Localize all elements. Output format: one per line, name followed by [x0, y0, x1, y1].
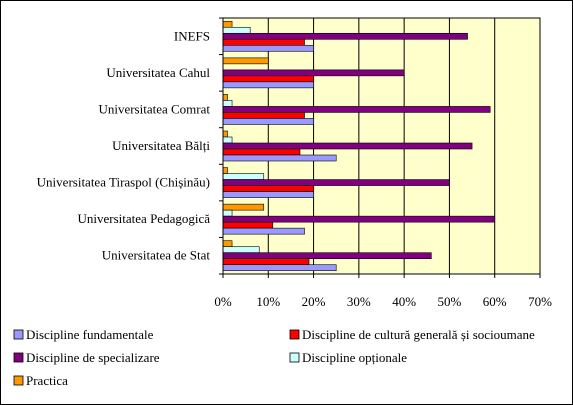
bar-2-7: [222, 258, 310, 266]
bar-5-1: [222, 20, 233, 28]
bar-3-4: [222, 142, 473, 150]
x-tick-label: 10%: [256, 294, 280, 309]
bar-3-3: [222, 106, 491, 113]
bar-5-7: [222, 240, 233, 248]
bar-1-3: [222, 118, 314, 125]
bar-5-6: [222, 203, 265, 211]
category-label: Universitatea Bălți: [112, 138, 210, 153]
x-tick-label: 20%: [302, 294, 326, 309]
category-label: Universitatea Tiraspol (Chișinău): [37, 175, 210, 190]
legend-swatch-5: [13, 375, 24, 386]
bar-5-2: [222, 57, 269, 65]
legend-label-5: Practica: [26, 373, 68, 388]
bar-2-1: [222, 38, 305, 46]
bar-5-5: [222, 167, 228, 174]
legend-label-2: Discipline de cultură generală și sociou…: [302, 327, 535, 342]
bar-3-5: [222, 179, 450, 186]
bar-4-3: [222, 100, 233, 107]
legend-label-4: Discipline opționale: [302, 350, 407, 365]
axis-labels: 0% 10% 20% 30% 40% 50% 60% 70% INEFS Universitate…: [37, 28, 552, 309]
x-tick-label: 30%: [347, 294, 371, 309]
bar-3-7: [222, 252, 432, 260]
category-label: Universitatea de Stat: [102, 248, 211, 263]
category-label: Universitatea Cahul: [106, 65, 210, 80]
bar-2-5: [222, 185, 314, 192]
legend-label-3: Discipline de specializare: [26, 350, 160, 365]
bar-2-6: [222, 221, 274, 229]
category-label: Universitatea Comrat: [98, 101, 210, 116]
x-tick-label: 60%: [483, 294, 507, 309]
bar-3-1: [222, 32, 468, 40]
legend: Discipline fundamentale Discipline de cul…: [13, 327, 535, 388]
bar-5-4: [222, 130, 228, 138]
x-tick-label: 50%: [438, 294, 462, 309]
category-label: Universitatea Pedagogică: [78, 211, 211, 226]
bar-4-1: [222, 26, 251, 34]
legend-swatch-3: [13, 352, 24, 363]
plot-area: [219, 17, 541, 278]
bar-4-6: [222, 209, 233, 217]
bar-1-1: [222, 44, 314, 52]
bar-1-5: [222, 191, 314, 198]
bar-5-3: [222, 94, 228, 101]
bar-3-6: [222, 215, 496, 223]
bar-1-2: [222, 81, 314, 89]
legend-label-1: Discipline fundamentale: [26, 327, 154, 342]
bar-4-4: [222, 136, 233, 144]
bar-1-7: [222, 264, 337, 272]
bar-2-2: [222, 75, 314, 83]
bar-1-4: [222, 154, 337, 162]
bar-4-5: [222, 173, 265, 180]
legend-swatch-4: [289, 352, 300, 363]
x-tick-label: 40%: [392, 294, 416, 309]
legend-swatch-2: [289, 329, 300, 340]
plot-border: [222, 17, 541, 275]
bar-2-4: [222, 148, 301, 156]
category-label: INEFS: [174, 28, 210, 43]
bar-3-2: [222, 69, 405, 77]
legend-swatch-1: [13, 329, 24, 340]
bar-1-6: [222, 227, 305, 235]
x-tick-label: 0%: [214, 294, 232, 309]
bar-4-7: [222, 246, 260, 254]
x-tick-label: 70%: [528, 294, 552, 309]
bar-2-3: [222, 112, 305, 119]
